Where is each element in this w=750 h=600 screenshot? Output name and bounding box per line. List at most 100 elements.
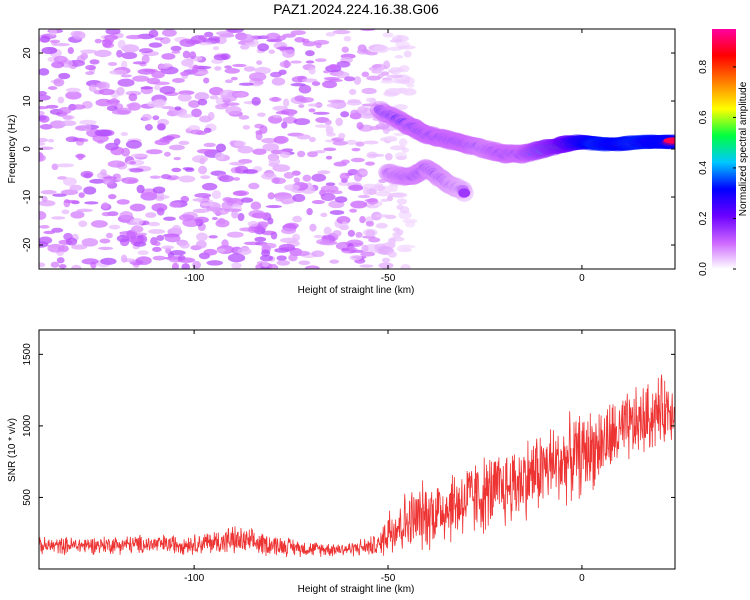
spectrogram-y-ticks: -20 -10 0 10 20	[22, 47, 675, 252]
spectrogram-noise-cell	[136, 184, 145, 194]
spectrogram-noise-cell	[148, 42, 163, 48]
colorbar-tick-label: 0.8	[698, 60, 709, 74]
spectrogram-noise-cell	[63, 199, 80, 204]
spectrogram-noise-cell	[219, 89, 237, 99]
spectrogram-noise-cell	[265, 204, 283, 209]
spectrogram-noise-cell	[226, 231, 244, 238]
spectrogram-noise-cell	[288, 253, 298, 262]
spectrogram-noise-cell	[360, 251, 376, 257]
spectrogram-noise-cell	[297, 150, 306, 158]
spectrogram-noise-cell	[94, 38, 102, 44]
spectrogram-noise-cell	[334, 196, 348, 203]
spectrogram-noise-cell	[39, 142, 46, 146]
spectrogram-noise-cell	[262, 260, 269, 268]
spectrogram-noise-cell	[204, 31, 214, 37]
spectrogram-noise-cell	[51, 61, 65, 69]
spectrogram-noise-cell	[341, 46, 349, 53]
spectrogram-noise-cell	[267, 217, 274, 225]
spectrogram-noise-cell	[268, 49, 275, 54]
spectrogram-noise-cell	[85, 71, 95, 76]
spectrogram-noise-cell	[101, 212, 112, 217]
spectrogram-noise-cell	[287, 112, 295, 117]
spectrogram-noise-cell	[224, 79, 234, 84]
spectrogram-noise-cell	[41, 46, 58, 55]
spectrogram-noise-cell	[302, 41, 317, 47]
spectrogram-noise-cell	[208, 235, 218, 239]
spectrogram-noise-cell	[329, 78, 343, 83]
spectrogram-noise-cell	[232, 190, 247, 196]
spectrogram-noise-cell	[251, 96, 261, 106]
spectrogram-noise-cell	[47, 138, 55, 143]
spectrogram-noise-cell	[121, 44, 140, 53]
spectrogram-noise-cell	[149, 175, 161, 179]
spectrogram-noise-cell	[208, 36, 221, 41]
spectrogram-noise-cell	[154, 37, 164, 41]
spectrogram-noise-cell	[346, 100, 362, 106]
spectrogram-noise-cell	[359, 29, 376, 32]
spectrogram-noise-cell	[281, 227, 296, 235]
spectrogram-noise-cell	[39, 115, 50, 123]
spectrogram-noise-cell	[179, 242, 190, 249]
spectrogram-noise-cell	[159, 85, 176, 95]
spectrogram-noise-cell	[138, 48, 154, 54]
spectrogram-noise-cell	[284, 222, 299, 229]
spectrogram-noise-cell	[237, 247, 252, 255]
spectrogram-noise-cell	[94, 49, 112, 58]
spectrogram-noise-cell	[98, 246, 114, 251]
spectrogram-noise-cell	[89, 178, 106, 184]
spectrogram-signal-layer	[369, 101, 675, 202]
spectrogram-noise-cell	[125, 139, 142, 149]
spectrogram-y-tick-label: 20	[22, 47, 33, 59]
snr-x-label: Height of straight line (km)	[298, 584, 415, 595]
spectrogram-noise-cell	[338, 132, 346, 140]
spectrogram-noise-cell	[170, 45, 182, 52]
spectrogram-noise-cell	[58, 72, 71, 80]
spectrogram-noise-cell	[214, 66, 222, 71]
spectrogram-noise-cell	[344, 76, 356, 82]
spectrogram-noise-cell	[39, 152, 44, 162]
spectrogram-noise-cell	[120, 254, 128, 263]
spectrogram-noise-cell	[70, 104, 86, 110]
spectrogram-noise-cell	[184, 167, 195, 172]
spectrogram-noise-cell	[164, 234, 181, 243]
spectrogram-noise-cell	[173, 156, 181, 161]
spectrogram-noise-cell	[65, 91, 82, 100]
spectrogram-noise-cell	[350, 249, 366, 253]
spectrogram-noise-cell	[240, 197, 254, 203]
spectrogram-noise-cell	[361, 71, 370, 78]
snr-frame	[38, 329, 676, 570]
spectrogram-noise-cell	[105, 142, 119, 151]
spectrogram-noise-cell	[70, 211, 85, 219]
spectrogram-noise-cell	[351, 147, 361, 152]
spectrogram-noise-cell	[215, 104, 228, 110]
spectrogram-noise-cell	[292, 215, 303, 223]
spectrogram-noise-cell	[53, 43, 71, 47]
spectrogram-y-tick-label: -20	[22, 237, 33, 252]
spectrogram-noise-cell	[51, 216, 66, 220]
spectrogram-noise-cell	[301, 78, 318, 83]
spectrogram-noise-cell	[397, 45, 416, 50]
spectrogram-noise-cell	[307, 103, 323, 107]
spectrogram-noise-cell	[203, 248, 218, 256]
spectrogram-noise-cell	[201, 182, 218, 191]
figure-title: PAZ1.2024.224.16.38.G06	[273, 1, 439, 17]
spectrogram-noise-cell	[233, 140, 246, 147]
spectrogram-noise-cell	[174, 106, 182, 111]
spectrogram-noise-cell	[290, 60, 303, 64]
spectrogram-noise-cell	[323, 147, 337, 152]
spectrogram-noise-cell	[181, 59, 194, 67]
spectrogram-noise-cell	[137, 250, 149, 256]
spectrogram-noise-cell	[293, 118, 311, 126]
spectrogram-noise-cell	[80, 49, 97, 54]
spectrogram-noise-cell	[273, 135, 289, 144]
spectrogram-noise-cell	[378, 262, 394, 269]
spectrogram-noise-cell	[357, 194, 371, 199]
spectrogram-noise-cell	[367, 153, 385, 158]
spectrogram-noise-cell	[239, 34, 255, 44]
snr-plot-area	[39, 374, 675, 558]
spectrogram-noise-cell	[177, 93, 192, 102]
spectrogram-noise-cell	[332, 230, 342, 237]
spectrogram-noise-cell	[271, 77, 286, 86]
spectrogram-noise-cell	[261, 242, 277, 249]
spectrogram-noise-cell	[147, 221, 161, 227]
